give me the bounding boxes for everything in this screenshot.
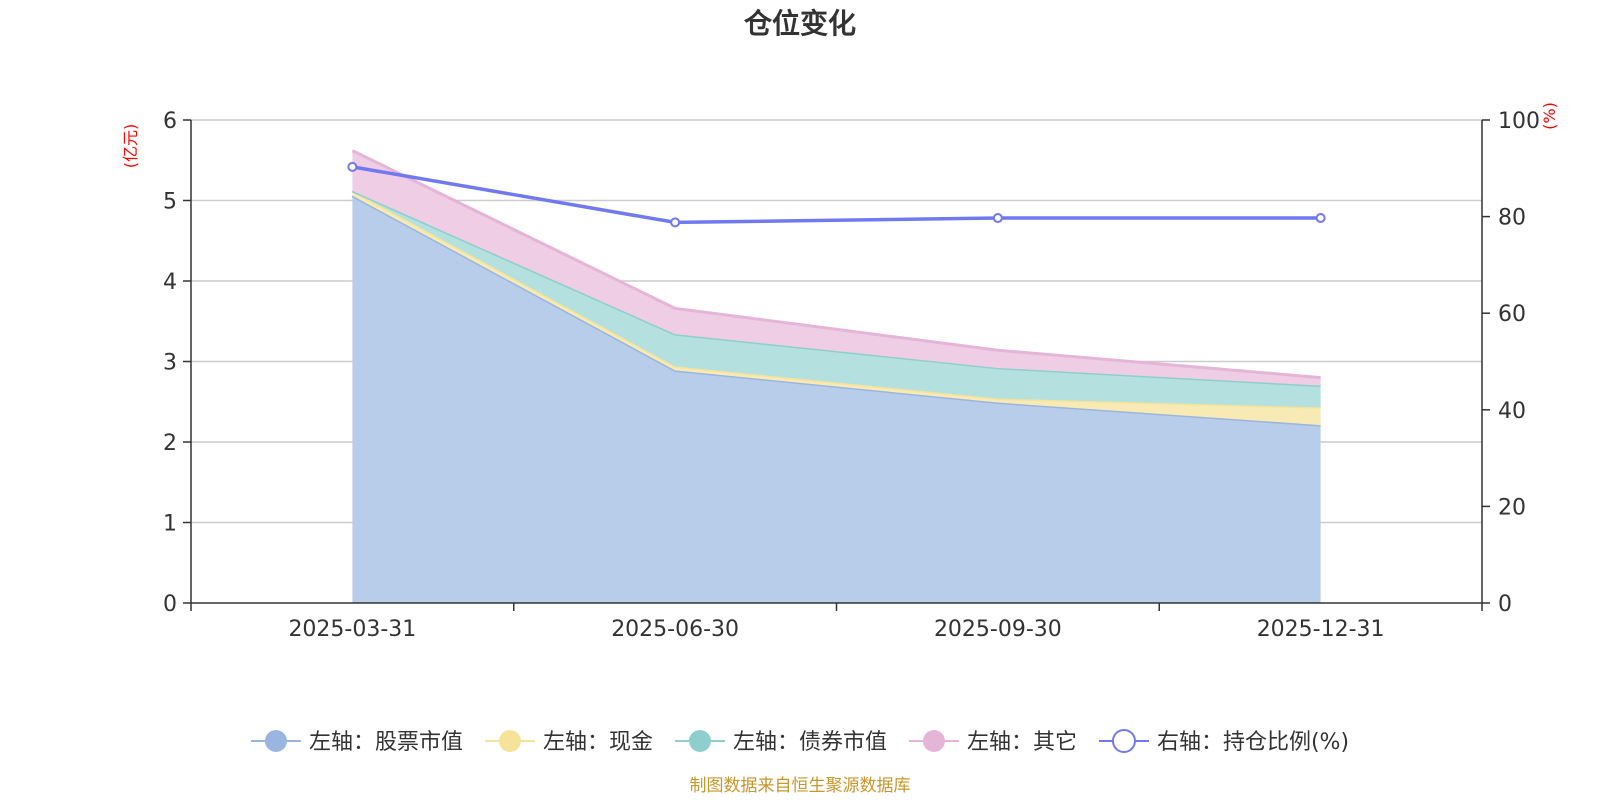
- right-axis-tick-label: 60: [1498, 302, 1526, 327]
- source-note: 制图数据来自恒生聚源数据库: [690, 776, 911, 796]
- legend-item[interactable]: 左轴：其它: [908, 730, 1077, 755]
- legend-circle-icon: [264, 730, 287, 752]
- line-point[interactable]: [670, 217, 681, 228]
- area-edge-左轴：其它: [351, 149, 1321, 380]
- line-point[interactable]: [1315, 213, 1326, 224]
- legend-item[interactable]: 左轴：股票市值: [250, 730, 463, 755]
- right-axis-tick-label: 0: [1498, 592, 1512, 617]
- legend-circle-icon: [688, 730, 711, 752]
- line-point[interactable]: [992, 213, 1003, 224]
- area-左轴：债券市值: [352, 190, 1321, 408]
- legend-circle-icon: [498, 730, 521, 752]
- right-axis-tick-label: 80: [1498, 206, 1526, 231]
- x-axis-tick-label: 2025-12-31: [1257, 617, 1385, 642]
- left-axis-tick-label: 1: [163, 512, 177, 537]
- area-左轴：其它: [352, 150, 1321, 386]
- legend-label: 左轴：股票市值: [309, 730, 463, 755]
- legend-item[interactable]: 右轴：持仓比例(%): [1098, 729, 1349, 755]
- legend-label: 左轴：债券市值: [733, 730, 887, 755]
- left-axis-tick-label: 5: [163, 190, 177, 215]
- legend-item[interactable]: 左轴：现金: [484, 730, 653, 755]
- legend-item[interactable]: 左轴：债券市值: [674, 730, 887, 755]
- left-axis-tick-label: 3: [163, 351, 177, 376]
- legend-circle-icon: [1111, 729, 1136, 753]
- left-axis-unit: (亿元): [121, 124, 140, 169]
- x-axis-tick-label: 2025-06-30: [611, 617, 739, 642]
- left-axis-tick-label: 6: [163, 109, 177, 134]
- legend-label: 左轴：现金: [543, 730, 653, 755]
- line-point[interactable]: [347, 161, 358, 172]
- right-axis-unit: (%): [1540, 102, 1559, 130]
- right-axis-tick-label: 40: [1498, 399, 1526, 424]
- left-axis-tick-label: 2: [163, 431, 177, 456]
- legend-label: 左轴：其它: [967, 730, 1077, 755]
- x-axis-tick-label: 2025-03-31: [288, 617, 416, 642]
- area-series-layer: [351, 149, 1321, 604]
- legend[interactable]: 左轴：股票市值 左轴：现金 左轴：债券市值 左轴：其它 右轴：持仓比例(%): [250, 729, 1349, 755]
- chart-title: 仓位变化: [744, 7, 856, 40]
- area-edge-左轴：股票市值: [351, 194, 1321, 427]
- area-左轴：股票市值: [352, 195, 1321, 604]
- left-axis-tick-label: 0: [163, 592, 177, 617]
- legend-label: 右轴：持仓比例(%): [1157, 730, 1349, 755]
- line-holding-ratio: [352, 165, 1321, 225]
- right-axis-tick-label: 100: [1498, 109, 1540, 134]
- right-axis-tick-label: 20: [1498, 495, 1526, 520]
- left-axis-tick-label: 4: [163, 270, 177, 295]
- line-series-layer: [347, 161, 1326, 228]
- legend-circle-icon: [922, 730, 945, 752]
- x-axis-tick-label: 2025-09-30: [934, 617, 1062, 642]
